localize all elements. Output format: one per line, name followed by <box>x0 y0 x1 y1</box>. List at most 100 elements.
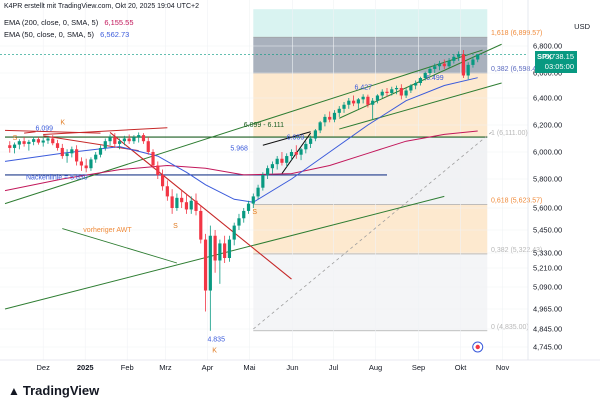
candle <box>46 135 50 144</box>
candle-body <box>351 100 356 104</box>
y-tick-label: 4,845.00 <box>533 325 562 334</box>
candle <box>27 139 31 151</box>
annotation-label: 6.099 <box>36 125 54 132</box>
ema-50-label: EMA (50, close, 0, SMA, 5) <box>4 30 95 39</box>
candle-body <box>232 225 236 240</box>
candle <box>461 50 465 78</box>
ema-50-value: 6,562.73 <box>100 30 130 39</box>
candle-body <box>347 100 351 105</box>
candle <box>203 233 208 312</box>
candle-body <box>399 88 403 96</box>
candle <box>394 85 399 95</box>
candle-body <box>218 243 222 261</box>
x-tick-label: 2025 <box>77 363 94 372</box>
candle <box>170 189 174 214</box>
candle <box>347 98 351 109</box>
tradingview-logo[interactable]: ▲ TradingView <box>8 383 99 398</box>
candle-body <box>251 196 255 204</box>
candle-body <box>156 165 160 175</box>
candle-body <box>299 149 303 155</box>
candle <box>184 193 189 214</box>
candle <box>318 120 322 134</box>
candle-body <box>8 145 12 148</box>
candle <box>361 94 365 104</box>
candle <box>208 225 212 331</box>
chart-grid <box>0 0 528 360</box>
candle <box>356 98 360 109</box>
candle-body <box>471 59 475 65</box>
candle <box>137 132 141 143</box>
candle-body <box>371 100 375 105</box>
candle <box>375 94 380 104</box>
awt-pointer <box>62 228 178 264</box>
candle-body <box>466 64 470 76</box>
ema-50-legend[interactable]: EMA (50, close, 0, SMA, 5) 6,562.73 <box>4 30 129 39</box>
candle-body <box>342 104 346 109</box>
candle <box>175 193 179 211</box>
candle-body <box>227 239 232 258</box>
candle <box>437 60 442 71</box>
ema-200-legend[interactable]: EMA (200, close, 0, SMA, 5) 6,155.55 <box>4 18 134 27</box>
candle-body <box>313 130 317 139</box>
candle-body <box>476 54 480 60</box>
candle <box>227 235 232 262</box>
candle <box>428 66 432 76</box>
candle <box>98 145 103 158</box>
candle-body <box>304 143 308 150</box>
candle-body <box>199 210 203 240</box>
candle <box>122 135 126 146</box>
chart-labels: 6.099 6.099 - 6.111 5.968 6.059 6.427 6.499 Na… <box>13 30 543 354</box>
candle <box>366 94 370 108</box>
candle <box>36 137 41 145</box>
candle-body <box>457 54 461 57</box>
candle <box>399 84 403 100</box>
candle <box>457 51 461 61</box>
candle-body <box>385 91 389 93</box>
candlesticks <box>8 50 480 331</box>
candle <box>70 146 74 158</box>
candle-body <box>323 116 327 123</box>
candle-body <box>184 202 189 210</box>
candle <box>261 172 265 191</box>
candle <box>380 89 384 98</box>
candle-body <box>256 187 260 197</box>
y-tick-label: 5,600.00 <box>533 204 562 213</box>
symbol-label: SPX <box>537 52 553 61</box>
annotation-label: S <box>13 135 18 142</box>
candle <box>213 230 217 273</box>
x-tick-label: Sep <box>412 363 425 372</box>
candle <box>127 134 131 144</box>
candle-body <box>442 63 446 67</box>
candle <box>342 102 346 113</box>
candle <box>447 58 451 68</box>
annotation-label: S <box>173 223 178 230</box>
candle <box>266 165 270 179</box>
trend-channel-lower-long <box>4 49 483 205</box>
candle-body <box>285 156 289 163</box>
upper-channel-bottom <box>339 82 502 130</box>
candle-body <box>361 96 365 100</box>
candle-body <box>275 158 279 165</box>
candle-body <box>261 174 265 188</box>
candle-body <box>318 122 322 131</box>
y-tick-label: 6,400.00 <box>533 94 562 103</box>
candle-body <box>208 235 212 291</box>
fib-zone-1618 <box>253 37 488 74</box>
candle-body <box>79 161 83 166</box>
candle <box>323 114 327 127</box>
candle <box>165 180 169 201</box>
candle <box>409 84 413 93</box>
fib-label: 0,618 (5,623.57) <box>491 198 542 205</box>
annotation-label: 6.099 - 6.111 <box>244 122 284 129</box>
candle-body <box>51 138 55 144</box>
candle-body <box>32 139 36 142</box>
candle-body <box>447 60 451 67</box>
candle-body <box>280 158 284 163</box>
candle <box>337 106 341 117</box>
candle-body <box>337 108 341 113</box>
fib-label: 1,618 (6,899.57) <box>491 30 542 37</box>
candle <box>289 149 294 161</box>
bar-countdown: 03:05:00 <box>544 62 574 71</box>
x-tick-label: Jun <box>286 363 298 372</box>
